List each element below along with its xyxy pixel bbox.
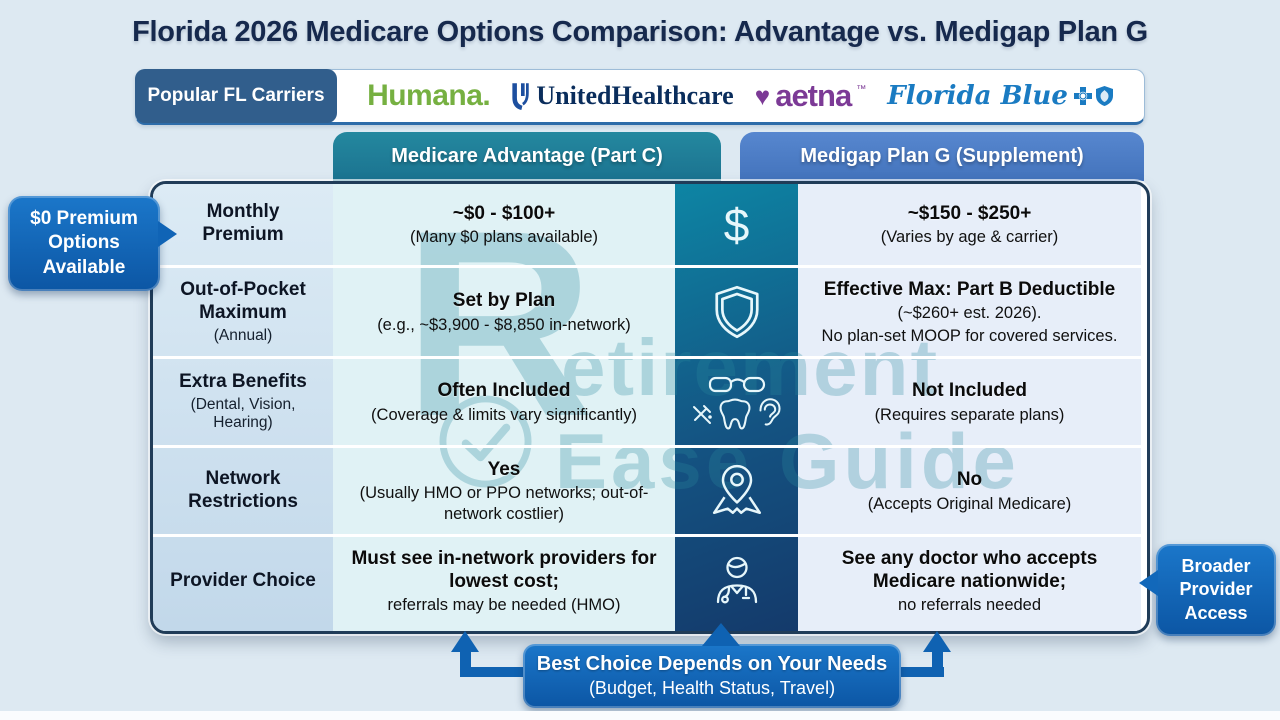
advantage-column-background xyxy=(333,184,675,631)
row-label-network-restrictions: Network Restrictions xyxy=(153,445,333,534)
uhc-u-icon xyxy=(511,82,531,110)
broader-access-callout: Broader Provider Access xyxy=(1139,544,1276,637)
carriers-badge: Popular FL Carriers xyxy=(135,69,337,123)
florida-blue-logo-text: Florida Blue xyxy=(887,81,1068,111)
best-choice-callout: Best Choice Depends on Your Needs (Budge… xyxy=(523,644,901,708)
advantage-cell-network-restrictions: Yes (Usually HMO or PPO networks; out-of… xyxy=(333,445,675,534)
tooth-icon xyxy=(718,396,752,432)
florida-blue-logo: Florida Blue xyxy=(887,81,1113,111)
medigap-column-background xyxy=(798,184,1141,631)
row-label-monthly-premium: Monthly Premium xyxy=(202,200,284,245)
table-rows: Monthly Premium ~$0 - $100+ (Many $0 pla… xyxy=(153,184,1147,631)
map-pin-icon xyxy=(675,445,798,534)
zero-premium-callout: $0 Premium Options Available xyxy=(8,196,177,291)
dollar-icon: $ xyxy=(723,198,750,251)
glasses-icon xyxy=(706,373,768,395)
shield-icon xyxy=(675,265,798,356)
advantage-cell-oop-maximum: Set by Plan (e.g., ~$3,900 - $8,850 in-n… xyxy=(333,265,675,356)
medigap-column-header: Medigap Plan G (Supplement) xyxy=(740,132,1144,181)
ear-icon xyxy=(757,397,783,431)
aetna-heart-icon: ♥ xyxy=(754,81,771,111)
carriers-bar: Popular FL Carriers Humana. UnitedHealth… xyxy=(135,69,1145,125)
humana-logo-text: Humana. xyxy=(367,79,491,112)
left-up-arrowhead-icon xyxy=(451,631,479,652)
left-arrow-connector xyxy=(460,667,526,677)
row-label-extra-benefits: Extra Benefits (Dental, Vision, Hearing) xyxy=(153,356,333,445)
bcbs-cross-icon xyxy=(1073,86,1093,106)
medigap-cell-extra-benefits: Not Included (Requires separate plans) xyxy=(798,356,1141,445)
crossed-out-icon xyxy=(691,403,713,425)
advantage-cell-monthly-premium: ~$0 - $100+ (Many $0 plans available) xyxy=(409,202,599,247)
aetna-logo-text: aetna xyxy=(775,78,852,113)
bcbs-shield-icon xyxy=(1095,86,1113,106)
callout-arrow-left-icon xyxy=(1139,570,1158,596)
label-column-background xyxy=(153,184,333,631)
aetna-trademark: ™ xyxy=(856,84,867,95)
comparison-table: R etirement Ease Guide Monthly Premium ~… xyxy=(150,181,1150,634)
bcbs-marks xyxy=(1073,86,1113,106)
humana-logo: Humana. xyxy=(367,79,491,113)
medigap-cell-monthly-premium: ~$150 - $250+ (Varies by age & carrier) xyxy=(880,202,1059,247)
bottom-strip xyxy=(0,711,1280,720)
dental-vision-hearing-icons xyxy=(675,356,798,445)
bottom-callout-pointer-icon xyxy=(702,623,740,646)
right-up-arrowhead-icon xyxy=(923,631,951,652)
row-label-provider-choice: Provider Choice xyxy=(153,534,333,625)
unitedhealthcare-logo: UnitedHealthcare xyxy=(511,81,734,111)
right-arrow-shaft xyxy=(932,649,943,677)
carrier-logos: Humana. UnitedHealthcare ♥ aetna ™ Flor xyxy=(336,70,1144,122)
medigap-cell-network-restrictions: No (Accepts Original Medicare) xyxy=(798,445,1141,534)
medigap-cell-provider-choice: See any doctor who accepts Medicare nati… xyxy=(798,534,1141,625)
advantage-cell-provider-choice: Must see in-network providers for lowest… xyxy=(333,534,675,625)
right-arrow-connector xyxy=(878,667,944,677)
uhc-logo-text: UnitedHealthcare xyxy=(536,81,734,110)
page-title: Florida 2026 Medicare Options Comparison… xyxy=(132,16,1148,48)
doctor-icon xyxy=(675,534,798,625)
row-label-oop-maximum: Out-of-Pocket Maximum (Annual) xyxy=(153,265,333,356)
aetna-logo: ♥ aetna ™ xyxy=(755,78,866,114)
advantage-column-header: Medicare Advantage (Part C) xyxy=(333,132,721,181)
advantage-cell-extra-benefits: Often Included (Coverage & limits vary s… xyxy=(333,356,675,445)
callout-arrow-right-icon xyxy=(158,221,177,247)
medigap-cell-oop-maximum: Effective Max: Part B Deductible (~$260+… xyxy=(798,265,1141,356)
left-arrow-shaft xyxy=(460,649,471,677)
